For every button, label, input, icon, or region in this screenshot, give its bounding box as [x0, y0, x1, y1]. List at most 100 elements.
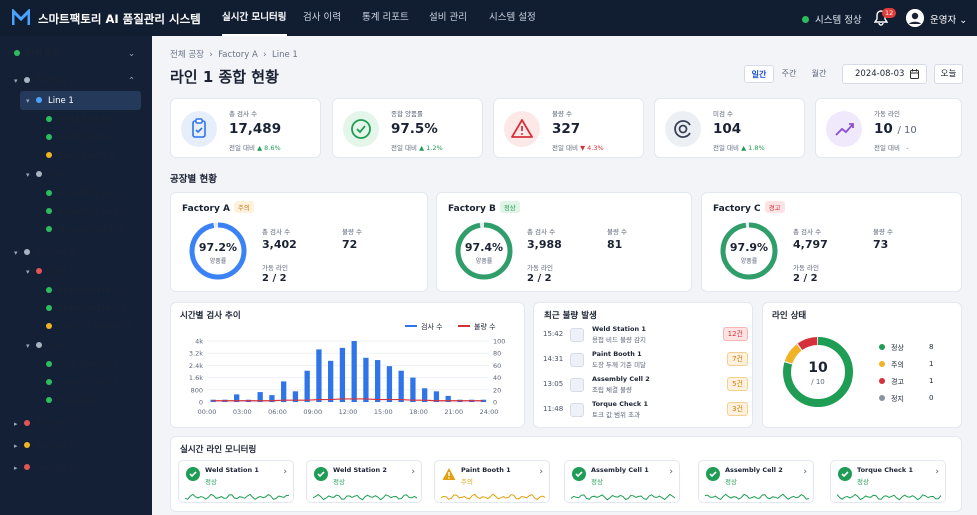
camera-icon	[570, 328, 584, 342]
period-daily[interactable]: 일간	[744, 65, 774, 83]
nav-realtime[interactable]: 실시간 모니터링	[222, 0, 287, 36]
line-monitor-tile[interactable]: Assembly Cell 1 정상 ›	[564, 460, 680, 503]
station-name: Torque Check 1	[857, 466, 913, 474]
calendar-icon	[910, 69, 919, 79]
line-monitor-tile[interactable]: Weld Station 1 정상 ›	[178, 460, 294, 503]
breadcrumb-item[interactable]: Line 1	[272, 50, 298, 60]
factory-card-b[interactable]: Factory B 정상 97.4% 양품률 총 검사 수 3,988 불량 수 …	[436, 192, 692, 292]
period-monthly[interactable]: 월간	[811, 69, 827, 78]
defect-item[interactable]: 13:05 Assembly Cell 2 조립 체결 불량 5건	[543, 375, 748, 397]
chevron-right-icon[interactable]: ›	[803, 467, 807, 477]
today-button[interactable]: 오늘	[934, 64, 963, 84]
line-monitor-tile[interactable]: Paint Booth 1 주의 ›	[434, 460, 550, 503]
lines-label: 가동 라인	[262, 264, 288, 272]
x-tick: 00:00	[198, 408, 217, 416]
assembly-icon	[570, 378, 584, 392]
sidebar-item-factory-c[interactable]: ▸ Factory C	[14, 419, 76, 429]
y-left-tick: 2.4k	[189, 362, 203, 370]
chevron-down-icon[interactable]: ⌄	[128, 49, 136, 59]
arrow-up-icon: ▲	[741, 144, 747, 152]
station-status: 정상	[205, 478, 217, 486]
section-title: 공장별 현황	[170, 174, 218, 185]
chevron-down-icon: ⌄	[959, 15, 968, 26]
bar	[386, 366, 393, 402]
sidebar-item-all[interactable]: 전체 공장	[14, 45, 60, 63]
yield-label: 양품률	[475, 258, 493, 265]
nav-settings[interactable]: 시스템 설정	[489, 12, 536, 23]
sidebar-item-factory-d[interactable]: ▸ Factory D	[14, 441, 77, 451]
nav-equipment[interactable]: 설비 관리	[429, 12, 467, 23]
period-weekly[interactable]: 주간	[781, 69, 797, 78]
x-tick: 09:00	[303, 408, 322, 416]
sidebar-station[interactable]: Assembly Cell 1	[46, 185, 126, 203]
sidebar-station[interactable]: Final QA 1	[46, 392, 101, 410]
chevron-right-icon[interactable]: ›	[669, 467, 673, 477]
chevron-right-icon[interactable]: ›	[283, 467, 287, 477]
chevron-right-icon[interactable]: ›	[935, 467, 939, 477]
bar	[339, 347, 346, 402]
y-left-tick: 800	[191, 386, 203, 394]
sidebar-item-factory-e[interactable]: ▸ Factory E	[14, 463, 76, 473]
chevron-right-icon[interactable]: ›	[539, 467, 543, 477]
sidebar-item-line-2[interactable]: ▾ Line 2	[26, 341, 74, 351]
sparkline	[571, 493, 675, 501]
chevron-right-icon[interactable]: ›	[411, 467, 415, 477]
sidebar-item-line-1[interactable]: ▾ Line 1	[26, 267, 74, 277]
factory-card-a[interactable]: Factory A 주의 97.2% 양품률 총 검사 수 3,402 불량 수 …	[170, 192, 428, 292]
line-monitor-tile[interactable]: Assembly Cell 2 정상 ›	[698, 460, 814, 503]
sidebar-station[interactable]: Weld Station 2	[46, 129, 120, 147]
sidebar-station[interactable]: Assembly Cell 2	[46, 203, 126, 221]
defect-item[interactable]: 15:42 Weld Station 1 용접 비드 불량 감지 12건	[543, 325, 748, 347]
sidebar-station[interactable]: Torque Check 1	[46, 221, 123, 239]
line-monitor-tile[interactable]: Torque Check 1 정상 ›	[830, 460, 946, 503]
sidebar-item-factory-a[interactable]: ▾ Factory A	[14, 76, 76, 86]
trend-up-icon	[826, 111, 862, 147]
legend-defect: 불량 수	[458, 322, 496, 332]
lines-label: 가동 라인	[527, 264, 553, 272]
kpi-label: 미검 수	[713, 110, 734, 118]
sidebar-station[interactable]: Deflash Station 1	[46, 318, 131, 336]
notification-badge: 12	[882, 8, 897, 18]
defect-label: 불량 수	[607, 228, 628, 236]
defect-item[interactable]: 11:48 Torque Check 1 토크 값 범위 초과 3건	[543, 400, 748, 422]
chart-title: 시간별 검사 추이	[180, 311, 241, 321]
breadcrumb: 전체 공장 › Factory A › Line 1	[170, 48, 298, 60]
sidebar-station[interactable]: Injection Press 1	[46, 282, 128, 300]
check-circle-icon	[706, 467, 720, 481]
defect-desc: 토크 값 범위 초과	[592, 411, 641, 419]
sidebar-station[interactable]: Label Check 1	[46, 374, 118, 392]
sidebar-station[interactable]: OCR Station 1	[46, 356, 118, 374]
sidebar-station[interactable]: Weld Station 1	[46, 111, 120, 129]
avatar[interactable]	[906, 9, 924, 27]
breadcrumb-item[interactable]: 전체 공장	[170, 50, 204, 60]
defect-value: 81	[607, 238, 623, 251]
page-title: 라인 1 종합 현황	[170, 68, 279, 86]
nav-history[interactable]: 검사 이력	[303, 12, 341, 23]
recent-defects-card: 최근 불량 발생	[533, 302, 753, 428]
defect-time: 11:48	[543, 405, 564, 413]
defect-station: Weld Station 1	[592, 325, 646, 333]
sidebar-station[interactable]: Injection Press 2	[46, 300, 128, 318]
user-menu[interactable]: 운영자 ⌄	[930, 15, 968, 26]
breadcrumb-item[interactable]: Factory A	[218, 50, 258, 60]
factory-card-c[interactable]: Factory C 경고 97.9% 양품률 총 검사 수 4,797 불량 수 …	[701, 192, 962, 292]
line-status-donut	[783, 337, 853, 407]
defect-count: 5건	[727, 377, 748, 391]
logo-icon	[12, 9, 30, 25]
sidebar	[0, 36, 152, 515]
kpi-delta: 전일 대비 ▼ 4.3%	[552, 144, 604, 152]
sidebar-item-factory-b[interactable]: ▾ Factory B	[14, 248, 76, 258]
defect-station: Paint Booth 1	[592, 350, 642, 358]
sidebar-station[interactable]: Paint Booth 1	[46, 147, 115, 165]
donut-segment	[783, 337, 853, 407]
line-monitor-tile[interactable]: Weld Station 2 정상 ›	[306, 460, 422, 503]
arrow-down-icon: ▼	[580, 144, 586, 152]
bar	[304, 370, 310, 402]
date-picker[interactable]: 2024-08-03	[842, 64, 927, 84]
nav-report[interactable]: 통계 리포트	[362, 12, 409, 23]
sidebar-item-line-2[interactable]: ▾ Line 2	[26, 170, 74, 180]
defect-item[interactable]: 14:31 Paint Booth 1 도장 두께 기준 미달 7건	[543, 350, 748, 372]
chevron-up-icon[interactable]: ⌃	[128, 76, 136, 86]
sidebar-item-line-1[interactable]: ▾ Line 1	[26, 96, 74, 106]
wrench-icon	[570, 403, 584, 417]
